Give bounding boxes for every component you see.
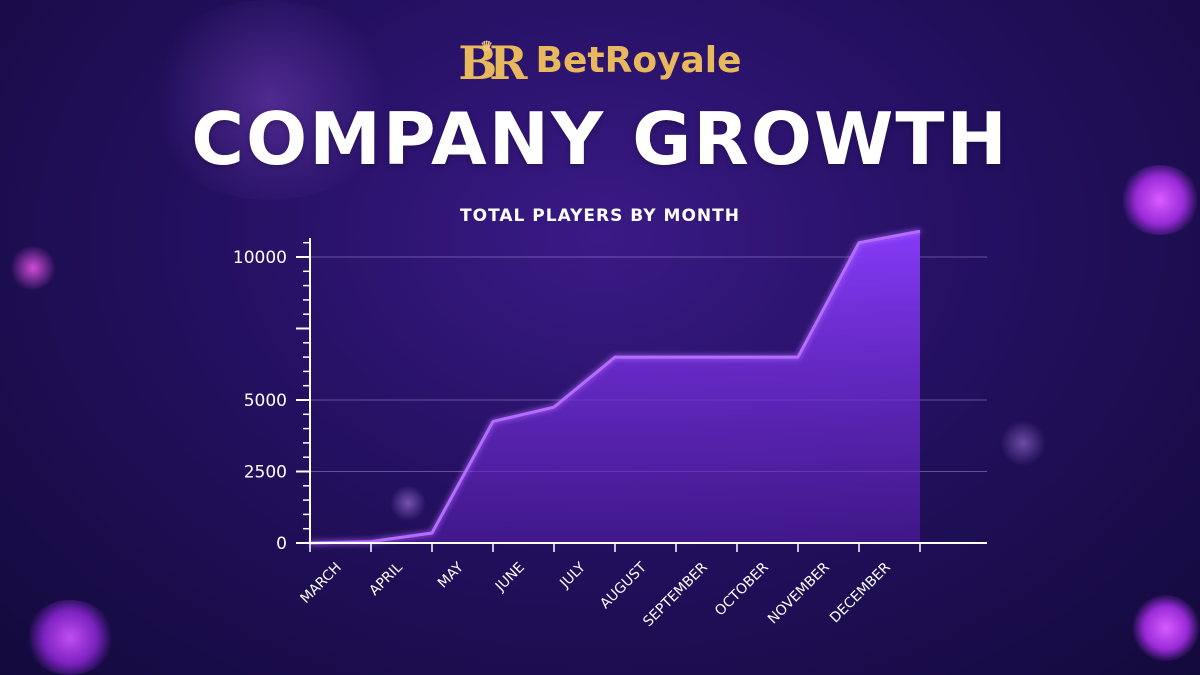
chart-title: TOTAL PLAYERS BY MONTH [460, 206, 740, 226]
x-tick-label: MARCH [297, 560, 344, 607]
x-tick-label: JUNE [492, 560, 528, 596]
x-tick-label: APRIL [366, 559, 406, 599]
brand-name: BetRoyale [535, 39, 742, 81]
crown-icon: ♛ [480, 39, 493, 55]
brand-logo: ♛ BR BetRoyale [0, 30, 1200, 90]
brand-mark: ♛ BR [458, 34, 527, 86]
x-tick-label: NOVEMBER [765, 559, 833, 627]
brand-mark-letters: BR [458, 36, 527, 90]
x-tick-label: AUGUST [597, 559, 650, 612]
x-tick-label: OCTOBER [712, 559, 772, 619]
y-tick-label: 2500 [244, 463, 287, 483]
y-tick-label: 10000 [233, 248, 287, 268]
y-tick-label: 0 [276, 534, 287, 554]
page-title: COMPANY GROWTH [191, 97, 1009, 181]
x-tick-label: MAY [435, 559, 467, 591]
x-tick-label: JULY [556, 559, 589, 592]
x-tick-label: SEPTEMBER [640, 559, 711, 630]
x-tick-label: DECEMBER [827, 559, 894, 626]
area-fill [310, 231, 920, 543]
y-tick-label: 5000 [244, 391, 287, 411]
